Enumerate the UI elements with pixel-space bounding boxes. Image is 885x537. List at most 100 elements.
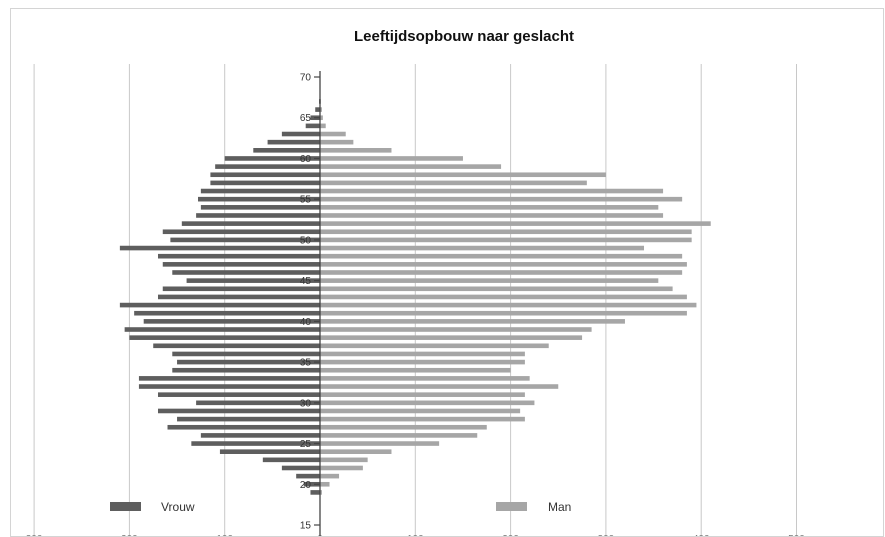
bar-man [320, 359, 525, 365]
legend-label-vrouw: Vrouw [161, 500, 195, 514]
age-tick-label: 40 [300, 317, 312, 328]
bar-man [320, 229, 692, 235]
chart-title: Leeftijdsopbouw naar geslacht [354, 28, 574, 45]
bar-vrouw [177, 359, 320, 365]
bar-vrouw [162, 229, 320, 235]
bar-vrouw [138, 384, 320, 389]
legend-swatch-vrouw [110, 502, 141, 511]
bar-man [320, 408, 521, 414]
bar-man [320, 473, 340, 479]
bar-man [320, 310, 687, 316]
bar-vrouw [224, 156, 320, 161]
bars [119, 99, 711, 495]
bar-man [320, 449, 392, 454]
age-tick-label: 50 [300, 235, 312, 246]
bar-vrouw [191, 441, 320, 446]
bar-man [320, 213, 664, 218]
bar-vrouw [210, 172, 320, 178]
bar-vrouw [315, 107, 320, 112]
bar-man [320, 270, 683, 275]
bar-man [320, 441, 440, 446]
bar-man [320, 481, 330, 487]
age-tick-label: 45 [300, 276, 312, 287]
bar-vrouw [181, 221, 320, 226]
bar-man [320, 319, 625, 324]
bar-man [320, 433, 478, 438]
bar-vrouw [119, 245, 321, 251]
legend-swatch-man [496, 502, 527, 511]
bar-man [320, 384, 559, 389]
age-tick-label: 15 [300, 521, 312, 532]
bar-vrouw [219, 449, 320, 454]
bar-man [320, 245, 645, 251]
bar-man [320, 139, 354, 145]
bar-man [320, 400, 535, 406]
bar-man [320, 196, 683, 202]
bar-man [320, 465, 363, 471]
age-tick-label: 70 [300, 73, 312, 84]
bar-vrouw [157, 253, 320, 259]
bar-vrouw [262, 457, 320, 463]
bar-vrouw [267, 139, 320, 145]
age-tick-label: 20 [300, 480, 312, 491]
bar-vrouw [210, 180, 320, 186]
bar-man [320, 351, 525, 357]
bar-man [320, 262, 687, 267]
age-tick-label: 30 [300, 398, 312, 409]
bar-man [320, 180, 587, 186]
x-tick-label: 100 [407, 534, 424, 536]
bar-vrouw [129, 335, 320, 340]
bar-vrouw [305, 123, 320, 129]
bar-vrouw [200, 433, 320, 438]
bar-man [320, 237, 692, 243]
chart-frame: Leeftijdsopbouw naar geslacht 500 400 300 2… [10, 8, 884, 537]
bar-vrouw [303, 481, 320, 487]
x-tick-label: 300 [26, 534, 43, 536]
bar-man [320, 294, 687, 300]
bar-vrouw [281, 465, 320, 471]
axes: 5004003002001000100200300400500706560555… [26, 71, 805, 536]
bar-man [320, 392, 525, 397]
bar-man [320, 188, 664, 194]
x-tick-label: 300 [598, 534, 615, 536]
bar-man [320, 490, 322, 495]
bar-man [320, 327, 592, 332]
bar-vrouw [200, 188, 320, 194]
bar-man [320, 148, 392, 153]
bar-man [320, 424, 487, 430]
bar-vrouw [138, 376, 320, 381]
population-pyramid-chart: Leeftijdsopbouw naar geslacht 500 400 300 2… [26, 28, 805, 536]
x-tick-label: 100 [216, 534, 233, 536]
age-tick-label: 35 [300, 358, 312, 369]
bar-vrouw [172, 270, 320, 275]
bar-vrouw [143, 319, 320, 324]
bar-vrouw [200, 205, 320, 210]
bar-vrouw [162, 262, 320, 267]
age-tick-label: 25 [300, 439, 312, 450]
bar-vrouw [196, 213, 320, 218]
bar-man [320, 221, 711, 226]
bar-vrouw [134, 310, 320, 316]
bar-man [320, 286, 673, 292]
legend: Vrouw Man [110, 500, 571, 514]
bar-vrouw [170, 237, 320, 243]
bar-vrouw [296, 473, 320, 479]
bar-man [320, 123, 326, 129]
x-tick-label: 400 [693, 534, 710, 536]
bar-vrouw [153, 343, 320, 349]
bar-vrouw [253, 148, 320, 153]
bar-man [320, 416, 525, 422]
bar-vrouw [157, 294, 320, 300]
bar-vrouw [215, 164, 320, 169]
age-tick-label: 60 [300, 154, 312, 165]
bar-vrouw [177, 416, 320, 422]
bar-vrouw [167, 424, 320, 430]
age-tick-label: 55 [300, 195, 312, 206]
age-tick-label: 65 [300, 113, 312, 124]
x-tick-label: 200 [121, 534, 138, 536]
bar-vrouw [198, 196, 320, 202]
bar-vrouw [172, 351, 320, 357]
bar-man [320, 131, 346, 137]
bar-man [320, 253, 683, 259]
bar-vrouw [172, 367, 320, 373]
